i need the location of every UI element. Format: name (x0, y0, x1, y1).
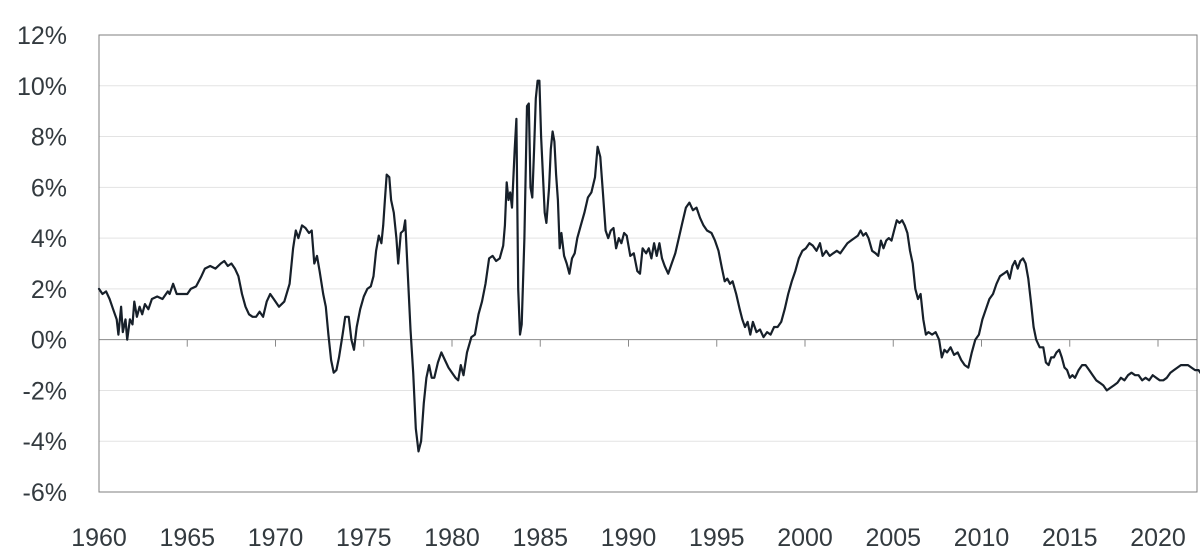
x-tick-label: 2005 (865, 524, 921, 552)
x-tick-label: 1995 (689, 524, 745, 552)
y-tick-label: 4% (31, 225, 67, 253)
y-tick-label: 10% (17, 73, 67, 101)
y-tick-label: -2% (23, 377, 67, 405)
x-tick-label: 1975 (336, 524, 392, 552)
x-tick-label: 1980 (424, 524, 480, 552)
x-tick-label: 1985 (512, 524, 568, 552)
x-tick-label: 2020 (1130, 524, 1186, 552)
series-line (97, 79, 1200, 453)
x-tick-label: 1965 (159, 524, 215, 552)
y-tick-label: 6% (31, 174, 67, 202)
x-axis-tick-labels: 1960 1965 1970 1975 1980 1985 1990 1995 2000 2005… (71, 524, 1186, 552)
x-tick-label: 1970 (248, 524, 304, 552)
y-tick-label: -4% (23, 428, 67, 456)
x-tick-label: 2015 (1042, 524, 1098, 552)
gridlines (99, 85, 1197, 442)
y-tick-label: 0% (31, 327, 67, 355)
x-axis-ticks (98, 339, 1159, 347)
plot-area-frame (98, 34, 1198, 493)
x-tick-label: 1990 (601, 524, 657, 552)
y-axis-tick-labels: -6% -4% -2% 0% 2% 4% 6% 8% 10% 12% (17, 22, 67, 507)
x-tick-label: 2000 (777, 524, 833, 552)
y-tick-label: -6% (23, 479, 67, 507)
y-tick-label: 2% (31, 276, 67, 304)
x-tick-label: 2010 (954, 524, 1010, 552)
y-tick-label: 12% (17, 22, 67, 50)
y-tick-label: 8% (31, 124, 67, 152)
x-tick-label: 1960 (71, 524, 127, 552)
